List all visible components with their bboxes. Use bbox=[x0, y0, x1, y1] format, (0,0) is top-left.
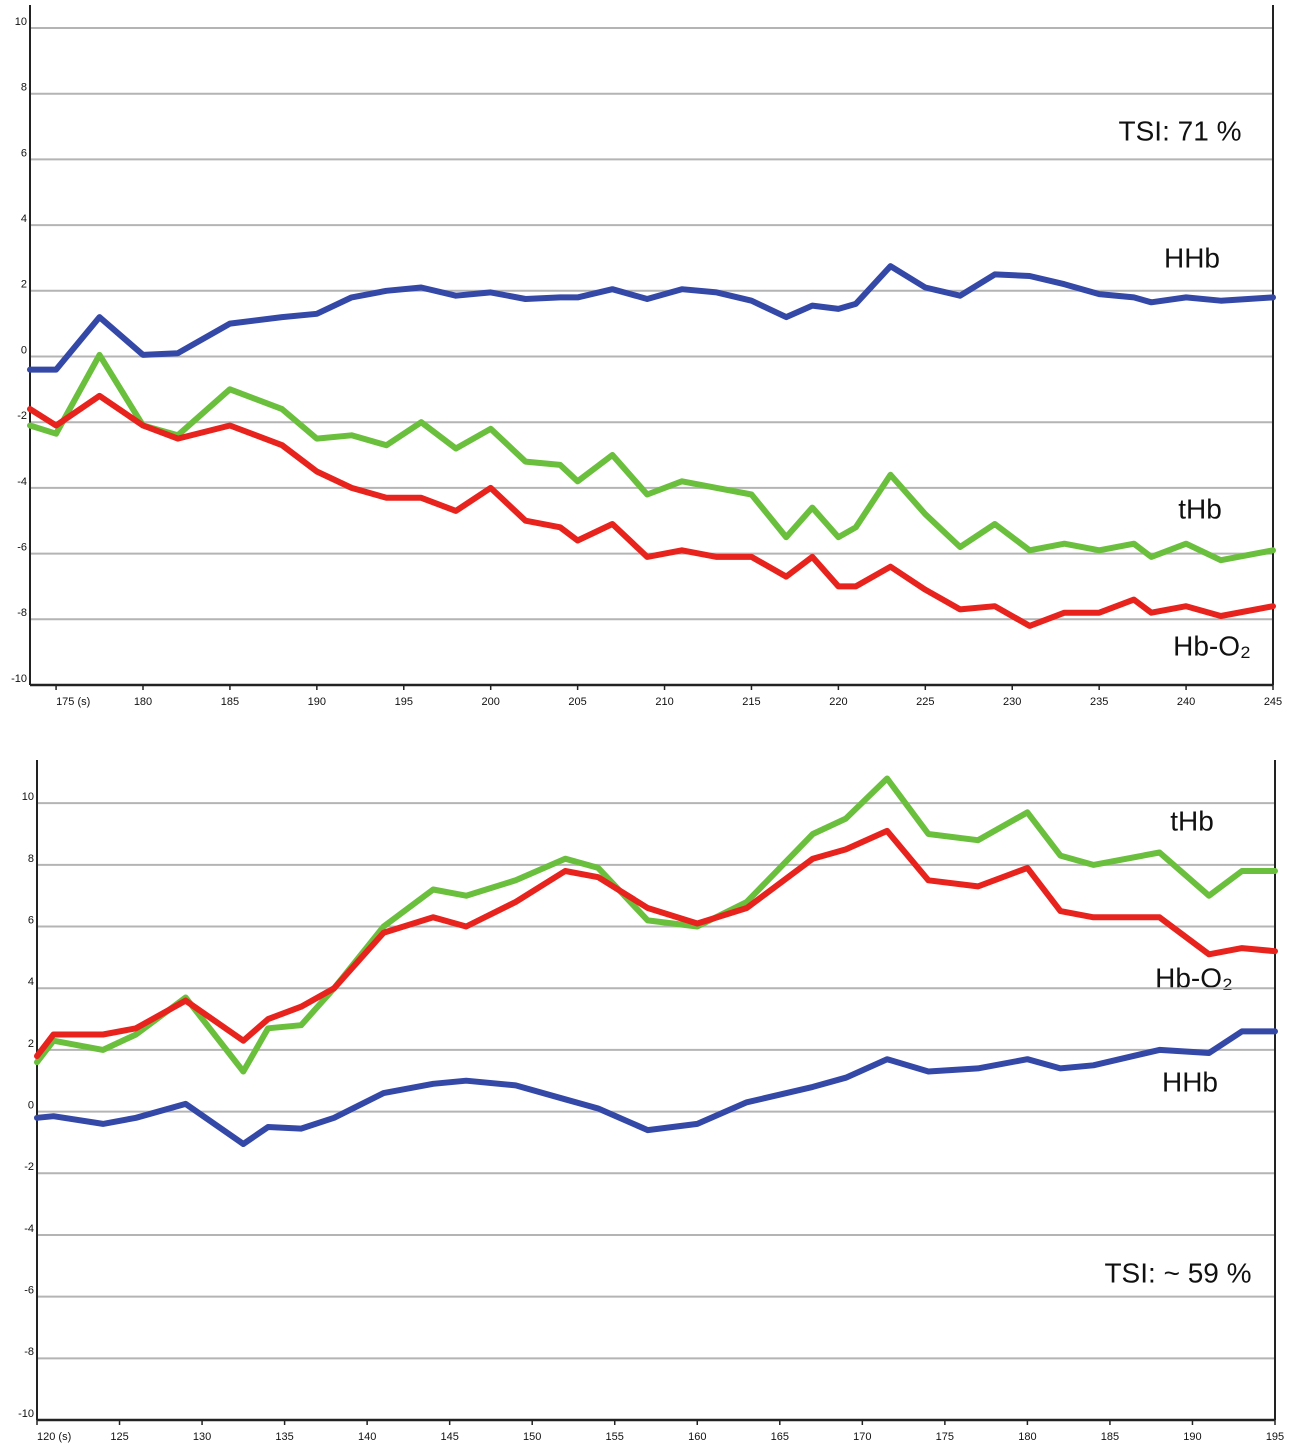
x-tick-label: 240 bbox=[1177, 696, 1195, 708]
series-line bbox=[34, 1028, 1278, 1147]
series-line bbox=[27, 263, 1276, 373]
y-tick-label: 4 bbox=[28, 976, 34, 988]
x-tick-label: 130 bbox=[193, 1431, 211, 1443]
x-tick-label: 165 bbox=[771, 1431, 789, 1443]
x-tick-label: 225 bbox=[916, 696, 934, 708]
y-tick-label: 0 bbox=[21, 344, 27, 356]
x-tick-label: 190 bbox=[308, 696, 326, 708]
x-tick-label: 200 bbox=[482, 696, 500, 708]
x-tick-label: 185 bbox=[221, 696, 239, 708]
x-tick-label: 230 bbox=[1003, 696, 1021, 708]
x-tick-label: 160 bbox=[688, 1431, 706, 1443]
x-tick-label: 180 bbox=[134, 696, 152, 708]
y-tick-label: -10 bbox=[18, 1408, 34, 1420]
y-tick-label: 4 bbox=[21, 213, 27, 225]
y-tick-label: 8 bbox=[21, 82, 27, 94]
x-tick-label: 205 bbox=[568, 696, 586, 708]
x-tick-label: 145 bbox=[440, 1431, 458, 1443]
x-tick-label: 210 bbox=[655, 696, 673, 708]
x-tick-label: 150 bbox=[523, 1431, 541, 1443]
y-tick-label: -8 bbox=[17, 607, 27, 619]
x-tick-label: 185 bbox=[1101, 1431, 1119, 1443]
x-tick-label: 125 bbox=[110, 1431, 128, 1443]
series-line bbox=[27, 351, 1276, 564]
y-tick-label: 6 bbox=[21, 147, 27, 159]
x-tick-label: 235 bbox=[1090, 696, 1108, 708]
x-tick-label: 175 bbox=[936, 1431, 954, 1443]
y-tick-label: 2 bbox=[21, 279, 27, 291]
annotation: TSI: ~ 59 % bbox=[1104, 1257, 1251, 1288]
y-tick-label: -2 bbox=[17, 410, 27, 422]
y-tick-label: 2 bbox=[28, 1038, 34, 1050]
y-tick-label: -10 bbox=[11, 673, 27, 685]
x-tick-label: 190 bbox=[1183, 1431, 1201, 1443]
y-tick-label: 8 bbox=[28, 853, 34, 865]
series-line bbox=[34, 827, 1278, 1060]
x-tick-label: 175 (s) bbox=[56, 696, 90, 708]
series-label: HHb bbox=[1162, 1066, 1218, 1097]
y-tick-label: -6 bbox=[24, 1285, 34, 1297]
y-tick-label: 10 bbox=[15, 16, 27, 28]
y-tick-label: 0 bbox=[28, 1099, 34, 1111]
annotation: TSI: 71 % bbox=[1119, 115, 1242, 146]
x-tick-label: 155 bbox=[606, 1431, 624, 1443]
series-label: Hb-O₂ bbox=[1173, 630, 1251, 661]
x-tick-label: 135 bbox=[275, 1431, 293, 1443]
series-label: tHb bbox=[1178, 493, 1222, 524]
x-tick-label: 180 bbox=[1018, 1431, 1036, 1443]
x-tick-label: 215 bbox=[742, 696, 760, 708]
series-label: HHb bbox=[1164, 242, 1220, 273]
x-tick-label: 195 bbox=[1266, 1431, 1284, 1443]
x-tick-label: 195 bbox=[395, 696, 413, 708]
y-tick-label: -2 bbox=[24, 1161, 34, 1173]
y-tick-label: -4 bbox=[24, 1223, 34, 1235]
series-label: tHb bbox=[1170, 805, 1214, 836]
x-tick-label: 220 bbox=[829, 696, 847, 708]
x-tick-label: 245 bbox=[1264, 696, 1282, 708]
y-tick-label: 6 bbox=[28, 914, 34, 926]
x-tick-label: 170 bbox=[853, 1431, 871, 1443]
x-tick-label: 120 (s) bbox=[37, 1431, 71, 1443]
y-tick-label: -8 bbox=[24, 1346, 34, 1358]
x-tick-label: 140 bbox=[358, 1431, 376, 1443]
y-tick-label: 10 bbox=[22, 791, 34, 803]
y-tick-label: -4 bbox=[17, 476, 27, 488]
y-tick-label: -6 bbox=[17, 542, 27, 554]
series-line bbox=[27, 392, 1276, 629]
